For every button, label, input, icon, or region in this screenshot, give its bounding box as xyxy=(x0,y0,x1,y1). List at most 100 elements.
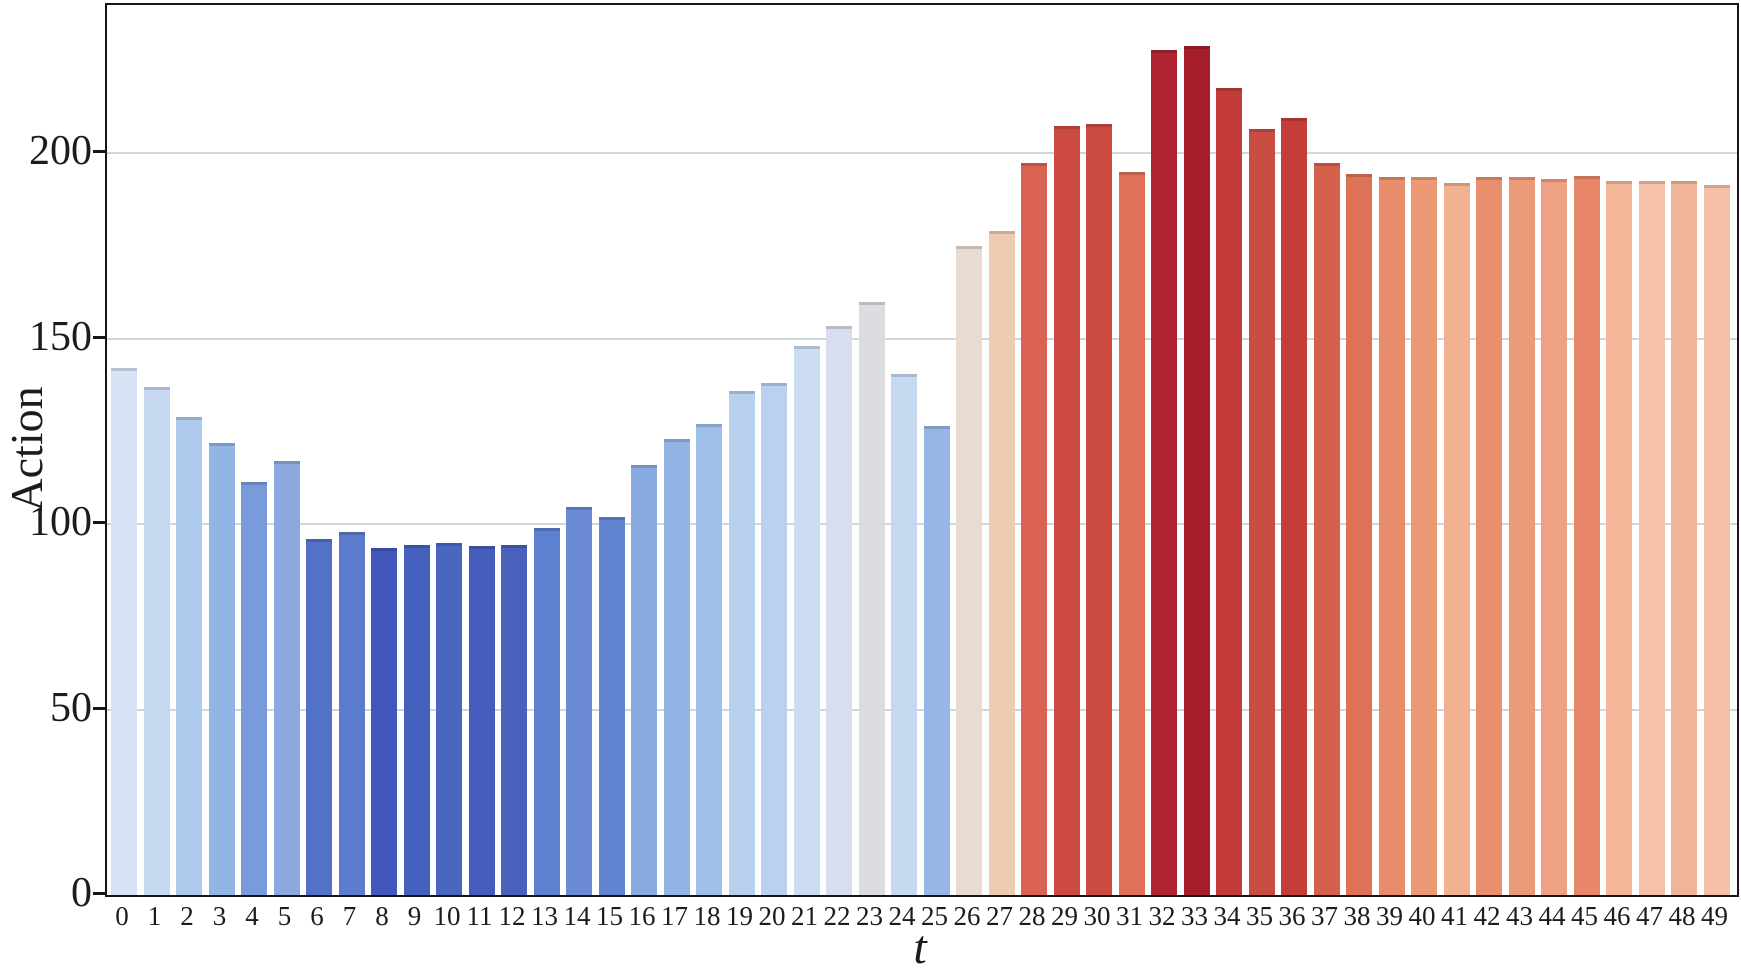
bar-t23 xyxy=(858,301,885,895)
bar-t6 xyxy=(306,539,332,895)
x-tick-label-14: 14 xyxy=(563,901,591,931)
y-tick-mark-150 xyxy=(93,335,105,339)
bar-t19 xyxy=(728,390,755,895)
bar-t46 xyxy=(1606,181,1632,895)
bar-t1 xyxy=(143,386,170,895)
bar-t25 xyxy=(923,425,950,895)
bar-t13 xyxy=(533,527,560,895)
x-tick-label-36: 36 xyxy=(1278,901,1306,931)
bar-t31 xyxy=(1118,171,1145,895)
bar-t7 xyxy=(338,531,365,895)
bar-t44 xyxy=(1541,179,1567,895)
x-tick-label-41: 41 xyxy=(1441,901,1468,931)
bar-t10 xyxy=(436,542,462,895)
bar-t29 xyxy=(1053,125,1080,895)
bar-t11 xyxy=(468,546,495,895)
x-tick-label-23: 23 xyxy=(856,901,883,931)
bar-t48 xyxy=(1671,181,1697,895)
x-tick-label-48: 48 xyxy=(1668,901,1696,931)
y-tick-label-0: 0 xyxy=(71,870,92,916)
x-tick-label-3: 3 xyxy=(212,901,227,931)
bar-t33 xyxy=(1183,45,1210,895)
x-tick-label-38: 38 xyxy=(1343,901,1371,931)
bar-t16 xyxy=(631,464,657,895)
x-tick-label-7: 7 xyxy=(342,901,357,931)
x-tick-label-35: 35 xyxy=(1246,901,1273,931)
x-tick-label-11: 11 xyxy=(466,901,493,931)
x-tick-label-26: 26 xyxy=(953,901,981,931)
bar-t15 xyxy=(598,516,625,895)
x-tick-label-39: 39 xyxy=(1376,901,1403,931)
bar-t37 xyxy=(1313,162,1340,895)
bar-t36 xyxy=(1281,118,1307,895)
x-tick-label-42: 42 xyxy=(1473,901,1501,931)
x-tick-label-43: 43 xyxy=(1506,901,1533,931)
bar-t17 xyxy=(663,438,690,895)
x-tick-label-16: 16 xyxy=(628,901,656,931)
x-tick-label-22: 22 xyxy=(823,901,851,931)
x-tick-label-28: 28 xyxy=(1018,901,1046,931)
bar-t41 xyxy=(1443,183,1470,895)
bar-t49 xyxy=(1703,184,1730,895)
x-tick-label-33: 33 xyxy=(1181,901,1208,931)
bar-t27 xyxy=(988,231,1015,895)
x-tick-label-21: 21 xyxy=(791,901,818,931)
bar-t22 xyxy=(826,325,852,895)
x-tick-label-18: 18 xyxy=(693,901,721,931)
bar-t26 xyxy=(956,246,982,895)
bar-t9 xyxy=(403,544,430,895)
bar-t40 xyxy=(1411,177,1437,895)
gridline-y50 xyxy=(107,708,1737,711)
bar-t42 xyxy=(1476,177,1502,895)
bar-t47 xyxy=(1638,181,1665,895)
x-tick-label-46: 46 xyxy=(1603,901,1631,931)
gridline-y150 xyxy=(107,337,1737,340)
x-tick-label-0: 0 xyxy=(115,901,129,931)
x-tick-label-32: 32 xyxy=(1148,901,1176,931)
y-tick-mark-50 xyxy=(93,706,105,710)
bar-t4 xyxy=(241,481,267,895)
x-tick-label-1: 1 xyxy=(147,901,162,931)
bar-t30 xyxy=(1086,123,1112,895)
bar-t12 xyxy=(501,544,527,895)
x-axis-label: t xyxy=(913,921,927,974)
x-tick-label-4: 4 xyxy=(245,901,259,931)
x-tick-label-47: 47 xyxy=(1636,901,1663,931)
x-tick-label-49: 49 xyxy=(1701,901,1728,931)
bar-t38 xyxy=(1346,173,1372,895)
bar-t32 xyxy=(1151,49,1177,895)
x-tick-label-31: 31 xyxy=(1116,901,1143,931)
x-tick-label-6: 6 xyxy=(310,901,324,931)
x-tick-label-19: 19 xyxy=(726,901,753,931)
plot-area xyxy=(105,3,1739,897)
bar-t0 xyxy=(111,368,137,895)
bar-t35 xyxy=(1248,129,1275,895)
y-tick-mark-200 xyxy=(93,150,105,154)
x-tick-label-9: 9 xyxy=(407,901,422,931)
bar-t18 xyxy=(696,424,722,895)
x-tick-label-8: 8 xyxy=(375,901,389,931)
x-tick-label-2: 2 xyxy=(180,901,194,931)
x-tick-label-13: 13 xyxy=(531,901,558,931)
x-tick-label-30: 30 xyxy=(1083,901,1111,931)
y-tick-label-150: 150 xyxy=(29,313,92,360)
y-tick-label-200: 200 xyxy=(29,128,92,175)
bar-t43 xyxy=(1508,177,1535,895)
x-tick-label-45: 45 xyxy=(1571,901,1598,931)
x-tick-label-5: 5 xyxy=(277,901,292,931)
bar-t34 xyxy=(1216,88,1242,895)
x-tick-label-37: 37 xyxy=(1311,901,1338,931)
gridline-y200 xyxy=(107,152,1737,155)
bar-t20 xyxy=(761,383,787,895)
x-tick-label-24: 24 xyxy=(888,901,916,931)
x-tick-label-29: 29 xyxy=(1051,901,1078,931)
x-tick-label-44: 44 xyxy=(1538,901,1566,931)
bar-t2 xyxy=(176,416,202,895)
y-tick-mark-0 xyxy=(93,892,105,895)
x-tick-label-20: 20 xyxy=(758,901,786,931)
y-tick-label-100: 100 xyxy=(29,499,92,546)
bar-t3 xyxy=(208,442,235,895)
x-tick-label-27: 27 xyxy=(986,901,1013,931)
gridline-y100 xyxy=(107,523,1737,526)
